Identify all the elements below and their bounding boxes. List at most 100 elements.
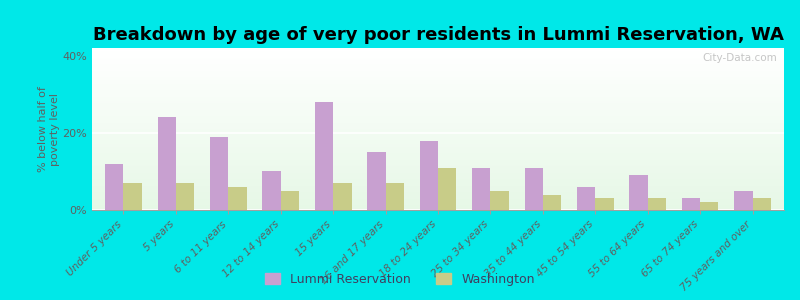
Bar: [92, 192, 784, 194]
Bar: [92, 108, 784, 110]
Bar: [490, 191, 509, 210]
Bar: [92, 79, 784, 80]
Bar: [92, 92, 784, 93]
Bar: [525, 168, 543, 210]
Bar: [92, 145, 784, 147]
Bar: [648, 198, 666, 210]
Bar: [92, 187, 784, 189]
Bar: [92, 129, 784, 130]
Bar: [92, 68, 784, 69]
Bar: [92, 153, 784, 155]
Bar: [123, 183, 142, 210]
Bar: [92, 77, 784, 79]
Bar: [682, 198, 700, 210]
Bar: [92, 186, 784, 187]
Bar: [92, 63, 784, 64]
Bar: [92, 132, 784, 134]
Bar: [281, 191, 299, 210]
Bar: [92, 122, 784, 124]
Bar: [92, 158, 784, 160]
Bar: [176, 183, 194, 210]
Bar: [92, 72, 784, 74]
Bar: [420, 141, 438, 210]
Bar: [92, 200, 784, 202]
Bar: [92, 137, 784, 139]
Bar: [92, 205, 784, 207]
Bar: [92, 176, 784, 178]
Bar: [92, 197, 784, 199]
Bar: [386, 183, 404, 210]
Bar: [92, 97, 784, 98]
Bar: [92, 161, 784, 163]
Bar: [92, 48, 784, 50]
Bar: [92, 144, 784, 145]
Bar: [92, 208, 784, 210]
Bar: [315, 102, 333, 210]
Bar: [92, 100, 784, 101]
Bar: [92, 90, 784, 92]
Bar: [92, 150, 784, 152]
Bar: [92, 169, 784, 171]
Bar: [92, 56, 784, 58]
Bar: [92, 140, 784, 142]
Bar: [92, 181, 784, 182]
Bar: [92, 64, 784, 66]
Bar: [158, 117, 176, 210]
Bar: [92, 59, 784, 61]
Bar: [92, 84, 784, 85]
Bar: [92, 103, 784, 105]
Bar: [700, 202, 718, 210]
Bar: [92, 190, 784, 192]
Bar: [92, 66, 784, 68]
Bar: [92, 114, 784, 116]
Bar: [92, 93, 784, 95]
Bar: [92, 69, 784, 71]
Bar: [92, 179, 784, 181]
Bar: [92, 116, 784, 118]
Bar: [92, 173, 784, 174]
Bar: [105, 164, 123, 210]
Bar: [92, 80, 784, 82]
Bar: [92, 134, 784, 136]
Bar: [92, 142, 784, 144]
Bar: [92, 53, 784, 55]
Bar: [543, 195, 561, 210]
Bar: [753, 198, 771, 210]
Bar: [92, 174, 784, 176]
Bar: [92, 128, 784, 129]
Bar: [92, 166, 784, 168]
Bar: [210, 137, 228, 210]
Bar: [92, 71, 784, 72]
Bar: [92, 163, 784, 165]
Bar: [92, 184, 784, 186]
Bar: [92, 101, 784, 103]
Bar: [734, 191, 753, 210]
Bar: [92, 88, 784, 90]
Bar: [92, 105, 784, 106]
Bar: [92, 113, 784, 114]
Bar: [92, 58, 784, 59]
Bar: [92, 61, 784, 63]
Bar: [92, 178, 784, 179]
Bar: [577, 187, 595, 210]
Bar: [92, 55, 784, 56]
Bar: [92, 155, 784, 157]
Bar: [92, 194, 784, 195]
Title: Breakdown by age of very poor residents in Lummi Reservation, WA: Breakdown by age of very poor residents …: [93, 26, 783, 44]
Bar: [92, 189, 784, 190]
Bar: [92, 147, 784, 148]
Bar: [630, 175, 648, 210]
Bar: [92, 199, 784, 200]
Bar: [92, 110, 784, 111]
Bar: [92, 136, 784, 137]
Bar: [92, 195, 784, 197]
Bar: [92, 98, 784, 100]
Bar: [92, 203, 784, 205]
Bar: [333, 183, 351, 210]
Text: City-Data.com: City-Data.com: [702, 53, 777, 63]
Bar: [92, 139, 784, 140]
Bar: [92, 157, 784, 158]
Bar: [92, 51, 784, 53]
Bar: [472, 168, 490, 210]
Bar: [595, 198, 614, 210]
